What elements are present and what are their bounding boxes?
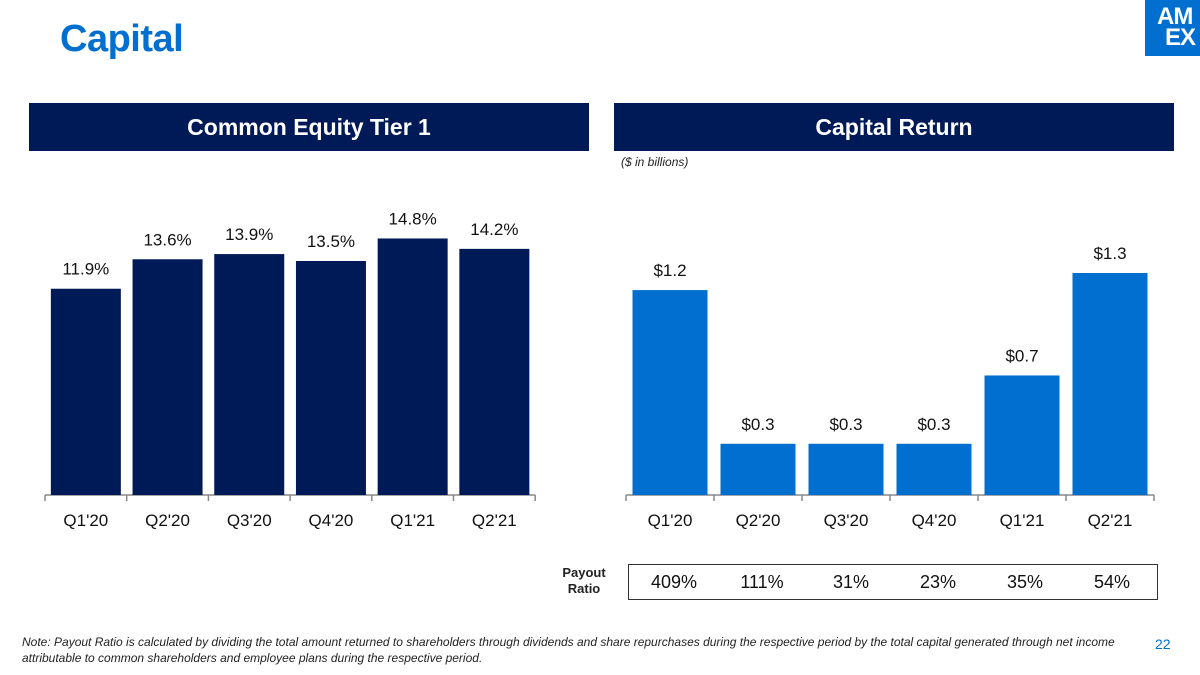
- page-number: 22: [1155, 636, 1171, 652]
- data-label-1: $0.3: [741, 415, 774, 434]
- data-label-3: 13.5%: [307, 232, 355, 251]
- bar-5: [1072, 273, 1148, 495]
- bar-0: [50, 288, 121, 495]
- bar-4: [984, 375, 1060, 495]
- data-label-1: 13.6%: [143, 230, 191, 249]
- bar-3: [295, 261, 366, 495]
- category-label-0: Q1'20: [648, 511, 693, 530]
- bar-1: [720, 443, 796, 495]
- category-label-1: Q2'20: [145, 511, 190, 530]
- units-label: ($ in billions): [621, 155, 689, 169]
- category-label-5: Q2'21: [1088, 511, 1133, 530]
- data-label-4: 14.8%: [389, 209, 437, 228]
- payout-value-0: 409%: [650, 572, 698, 592]
- cet1-header: Common Equity Tier 1: [29, 103, 589, 151]
- data-label-0: 11.9%: [62, 260, 109, 279]
- category-label-4: Q1'21: [390, 511, 435, 530]
- bar-3: [896, 443, 972, 495]
- payout-value-5: 54%: [1093, 572, 1131, 592]
- category-label-1: Q2'20: [736, 511, 781, 530]
- bar-4: [377, 238, 448, 495]
- data-label-5: $1.3: [1093, 244, 1126, 263]
- category-label-0: Q1'20: [63, 511, 108, 530]
- bar-0: [632, 290, 708, 495]
- footnote: Note: Payout Ratio is calculated by divi…: [22, 635, 1115, 665]
- bar-2: [214, 254, 285, 495]
- capital-return-chart: $1.2 Q1'20 $0.3 Q2'20 $0.3 Q3'20 $0.3 Q4'20 $0.7…: [625, 244, 1155, 530]
- category-label-3: Q4'20: [912, 511, 957, 530]
- data-label-4: $0.7: [1005, 346, 1038, 365]
- logo-line-2: EX: [1165, 24, 1196, 51]
- logo-line-1: AM: [1157, 3, 1193, 30]
- bar-1: [132, 259, 203, 495]
- bar-2: [808, 443, 884, 495]
- bar-5: [459, 248, 530, 495]
- cet1-chart: 11.9% Q1'20 13.6% Q2'20 13.9% Q3'20 13.5% Q4'20…: [44, 209, 536, 530]
- data-label-2: $0.3: [829, 415, 862, 434]
- payout-value-4: 35%: [1006, 572, 1044, 592]
- data-label-5: 14.2%: [470, 220, 518, 239]
- category-label-5: Q2'21: [472, 511, 517, 530]
- payout-label-line-2: Ratio: [567, 581, 601, 596]
- payout-label-line-1: Payout: [562, 565, 606, 580]
- payout-value-2: 31%: [832, 572, 870, 592]
- payout-ratio-table: 409% 111% 31% 23% 35% 54%: [628, 564, 1158, 600]
- data-label-3: $0.3: [917, 415, 950, 434]
- category-label-4: Q1'21: [1000, 511, 1045, 530]
- payout-value-3: 23%: [919, 572, 957, 592]
- category-label-2: Q3'20: [824, 511, 869, 530]
- category-label-3: Q4'20: [309, 511, 354, 530]
- payout-value-1: 111%: [740, 572, 784, 592]
- data-label-0: $1.2: [653, 261, 686, 280]
- payout-ratio-label: Payout Ratio: [548, 565, 620, 597]
- category-label-2: Q3'20: [227, 511, 272, 530]
- data-label-2: 13.9%: [225, 225, 273, 244]
- capital-return-header: Capital Return: [614, 103, 1174, 151]
- amex-logo: AM EX: [1145, 0, 1200, 56]
- page-title: Capital: [60, 18, 184, 60]
